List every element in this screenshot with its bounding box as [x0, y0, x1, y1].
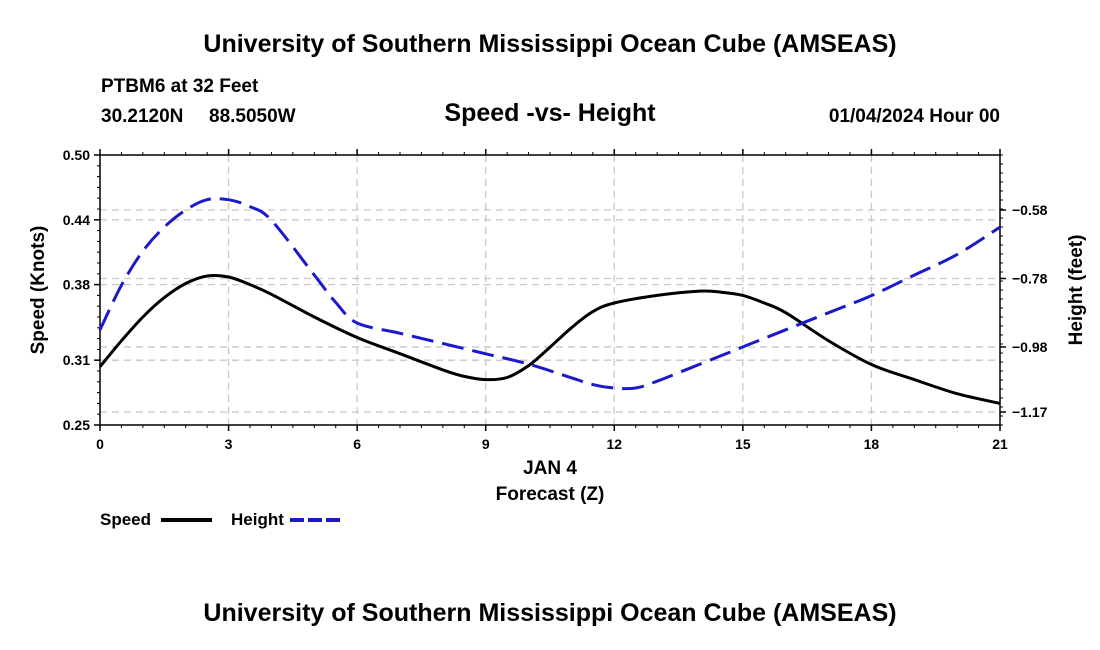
series-layer	[98, 197, 1001, 405]
y-tick-label: 0.31	[63, 352, 90, 368]
x-tick-label: 6	[353, 436, 361, 452]
axis-ticks: 0 3 6 9 12 15 18 21 0.50 0.44 0.38 0.31 0.25 −0.58 −0.…	[63, 147, 1048, 452]
speed-series-line	[98, 273, 1001, 405]
x-tick-label: 9	[482, 436, 490, 452]
legend: Speed Height	[100, 510, 342, 529]
x-date-label: JAN 4	[523, 458, 577, 479]
x-tick-label: 15	[735, 436, 751, 452]
station-longitude: 88.5050W	[209, 106, 296, 127]
chart-title: University of Southern Mississippi Ocean…	[203, 30, 897, 58]
chart-subtitle: Speed -vs- Height	[444, 99, 656, 127]
x-tick-label: 3	[225, 436, 233, 452]
station-latitude: 30.2120N	[101, 106, 184, 127]
y2-tick-label: −1.17	[1012, 404, 1048, 420]
y2-tick-label: −0.58	[1012, 202, 1048, 218]
y-tick-label: 0.25	[63, 417, 90, 433]
x-axis-label: Forecast (Z)	[496, 484, 605, 505]
forecast-datetime: 01/04/2024 Hour 00	[828, 106, 1000, 127]
legend-speed-label: Speed	[100, 510, 151, 529]
plot-frame	[99, 154, 1001, 426]
y2-tick-label: −0.98	[1012, 339, 1048, 355]
footer-title: University of Southern Mississippi Ocean…	[203, 599, 897, 627]
axis-labels: JAN 4 Forecast (Z) Speed (Knots) Height …	[28, 226, 1087, 505]
y-tick-label: 0.50	[63, 147, 90, 163]
x-tick-label: 0	[96, 436, 104, 452]
y-axis-label: Speed (Knots)	[28, 226, 49, 355]
y2-axis-label: Height (feet)	[1066, 235, 1087, 346]
height-series-line	[98, 197, 1001, 391]
x-tick-label: 18	[864, 436, 880, 452]
y-tick-label: 0.38	[63, 277, 90, 293]
grid-lines	[100, 155, 1000, 425]
legend-height-label: Height	[231, 510, 284, 529]
y2-tick-label: −0.78	[1012, 270, 1048, 286]
x-tick-label: 12	[606, 436, 622, 452]
x-tick-label: 21	[992, 436, 1008, 452]
station-name: PTBM6 at 32 Feet	[101, 76, 259, 97]
y-tick-label: 0.44	[63, 212, 90, 228]
